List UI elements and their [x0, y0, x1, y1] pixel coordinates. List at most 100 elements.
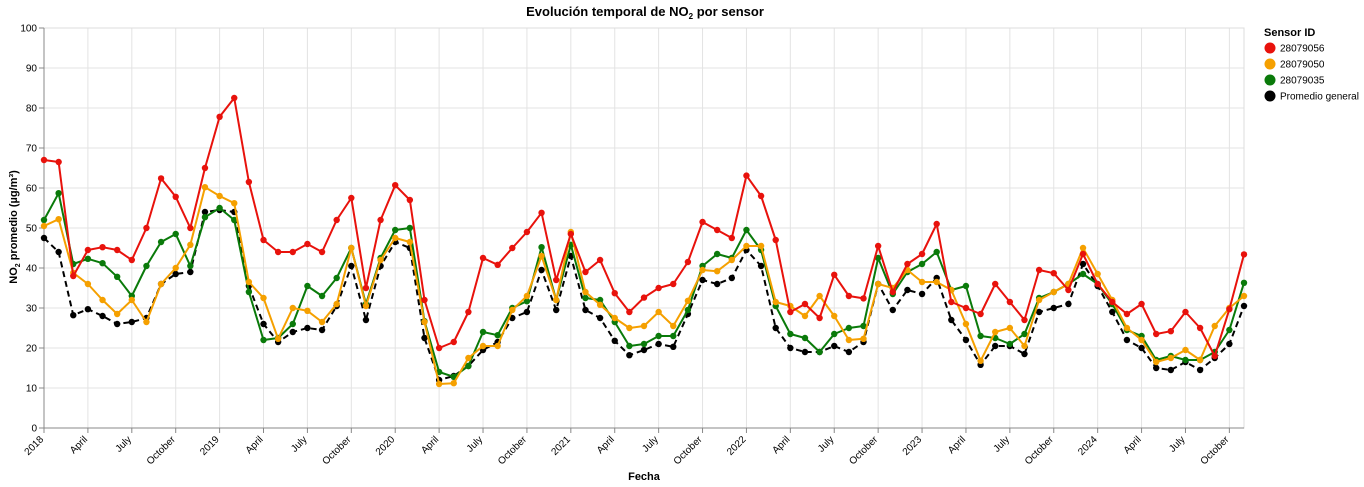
data-point — [582, 288, 589, 296]
chart-title: Evolución temporal de NO2 por sensor — [526, 4, 764, 21]
data-point — [1167, 354, 1175, 362]
x-tick-label: October — [496, 434, 529, 467]
data-point — [728, 274, 736, 282]
data-point — [1167, 366, 1175, 374]
data-point — [465, 308, 472, 316]
data-point — [157, 238, 165, 246]
data-point — [260, 236, 267, 244]
data-point — [172, 270, 179, 278]
data-point — [538, 244, 545, 251]
data-point — [128, 318, 136, 326]
x-tick-label: July — [1167, 434, 1187, 454]
data-point — [289, 304, 296, 312]
series-line — [43, 209, 1245, 381]
data-point — [684, 297, 692, 304]
data-point — [362, 316, 370, 324]
data-point — [40, 222, 48, 230]
data-point — [362, 284, 370, 292]
data-point — [1182, 346, 1189, 354]
data-point — [1240, 279, 1248, 286]
data-point — [1021, 316, 1028, 324]
data-point — [816, 292, 823, 300]
data-point — [552, 276, 560, 284]
x-tick-label: April — [419, 434, 441, 456]
x-tick-label: July — [816, 434, 836, 454]
x-tick-label: April — [771, 434, 793, 456]
data-point — [713, 226, 721, 234]
data-point — [611, 314, 618, 322]
data-point — [509, 306, 516, 314]
data-point — [992, 280, 999, 288]
data-point — [201, 164, 209, 172]
x-tick-label: October — [1199, 434, 1232, 467]
data-point — [1138, 336, 1145, 344]
data-point — [1226, 306, 1233, 313]
data-point — [172, 230, 179, 238]
data-point — [582, 294, 589, 302]
data-point — [626, 352, 633, 359]
x-tick-label: July — [992, 434, 1012, 454]
series-layer — [40, 94, 1248, 388]
data-point — [948, 316, 955, 324]
data-point — [670, 343, 677, 350]
data-point — [933, 220, 940, 228]
legend-label: 28079050 — [1280, 60, 1325, 71]
data-point — [1021, 330, 1028, 338]
data-point — [113, 273, 121, 280]
data-point — [1138, 344, 1145, 352]
data-point — [699, 218, 706, 226]
data-point — [465, 362, 472, 370]
data-point — [245, 278, 253, 286]
data-point — [421, 296, 428, 304]
data-point — [1109, 308, 1116, 316]
x-tick-label: July — [465, 434, 485, 454]
data-point — [84, 246, 92, 254]
data-point — [1006, 324, 1014, 332]
data-point — [596, 314, 604, 322]
data-point — [1152, 364, 1160, 372]
data-point — [84, 280, 92, 288]
x-tick-label: April — [68, 434, 90, 456]
data-point — [1123, 310, 1131, 318]
data-point — [172, 264, 179, 272]
series-28079056 — [40, 94, 1248, 360]
data-point — [348, 194, 355, 202]
data-point — [245, 288, 253, 296]
legend: Sensor ID 28079056 28079050 28079035 Promed… — [1264, 27, 1359, 103]
data-point — [1006, 298, 1014, 306]
data-point — [392, 234, 399, 242]
data-point — [845, 348, 853, 356]
data-point — [1196, 366, 1204, 374]
data-point — [1240, 251, 1248, 258]
legend-item: 28079035 — [1264, 74, 1325, 87]
data-point — [333, 274, 340, 282]
data-point — [348, 244, 355, 252]
data-point — [318, 326, 326, 334]
data-point — [626, 308, 633, 316]
data-point — [670, 280, 677, 288]
data-point — [1138, 300, 1145, 308]
data-point — [874, 254, 882, 262]
data-point — [333, 216, 340, 224]
data-point — [479, 254, 487, 262]
data-point — [1006, 340, 1014, 348]
data-point — [962, 320, 970, 328]
data-point — [831, 330, 838, 338]
x-tick-label: 2022 — [725, 434, 749, 458]
data-point — [918, 260, 926, 268]
data-point — [831, 271, 838, 278]
data-point — [1182, 356, 1189, 364]
data-point — [757, 262, 765, 270]
data-point — [772, 324, 779, 332]
data-point — [143, 262, 150, 270]
series-28079050 — [40, 184, 1248, 388]
data-point — [831, 342, 838, 350]
data-point — [157, 280, 165, 288]
data-point — [713, 250, 721, 258]
legend-title: Sensor ID — [1264, 27, 1315, 39]
data-point — [1021, 350, 1028, 358]
data-point — [1123, 324, 1131, 332]
data-point — [1094, 270, 1101, 278]
data-point — [70, 272, 77, 280]
data-point — [318, 248, 326, 256]
